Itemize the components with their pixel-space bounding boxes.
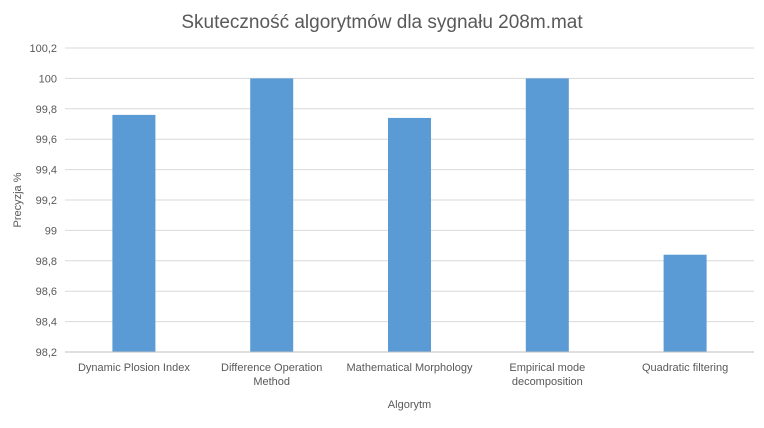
y-tick-label: 99,8 [36,104,57,116]
x-tick-label-line: Difference Operation [221,362,322,374]
x-tick-label: Difference Operation Method [221,362,322,388]
x-tick-label-line: Dynamic Plosion Index [78,362,190,374]
bar [388,117,431,352]
x-tick-label-line: Empirical mode [509,362,585,374]
bar [250,78,294,353]
x-tick-label-line: decomposition [512,376,583,388]
x-tick-label-line: Method [253,376,290,388]
bar [112,114,156,352]
y-axis-label: Precyzja % [12,172,24,227]
y-tick-label: 100,2 [29,43,57,55]
x-tick-label-line: Mathematical Morphology [347,362,473,374]
bar [663,254,707,352]
x-tick-label: Mathematical Morphology [347,362,473,374]
y-tick-label: 99,6 [36,134,57,146]
x-tick-label-line: Quadratic filtering [642,362,728,374]
y-tick-label: 99,4 [36,165,57,177]
bars [112,78,707,353]
y-tick-label: 98,2 [36,347,57,359]
x-tick-label: Dynamic Plosion Index [78,362,190,374]
y-tick-label: 98,8 [36,256,57,268]
y-tick-label: 98,4 [36,317,57,329]
x-tick-label: Quadratic filtering [642,362,728,374]
y-axis-ticks: 98,2 98,4 98,6 98,8 99 99,2 99,4 99,6 99,8 100 100… [29,43,57,359]
y-tick-label: 99,2 [36,195,57,207]
x-axis-ticks: Dynamic Plosion Index Difference Operatio… [78,362,728,388]
y-tick-label: 100 [39,73,57,85]
x-tick-label: Empirical mode decomposition [509,362,585,388]
y-tick-label: 98,6 [36,286,57,298]
y-tick-label: 99 [45,225,57,237]
x-axis-label: Algorytm [388,399,431,411]
chart-title: Skuteczność algorytmów dla sygnału 208m.… [181,12,583,33]
bar [525,78,569,353]
